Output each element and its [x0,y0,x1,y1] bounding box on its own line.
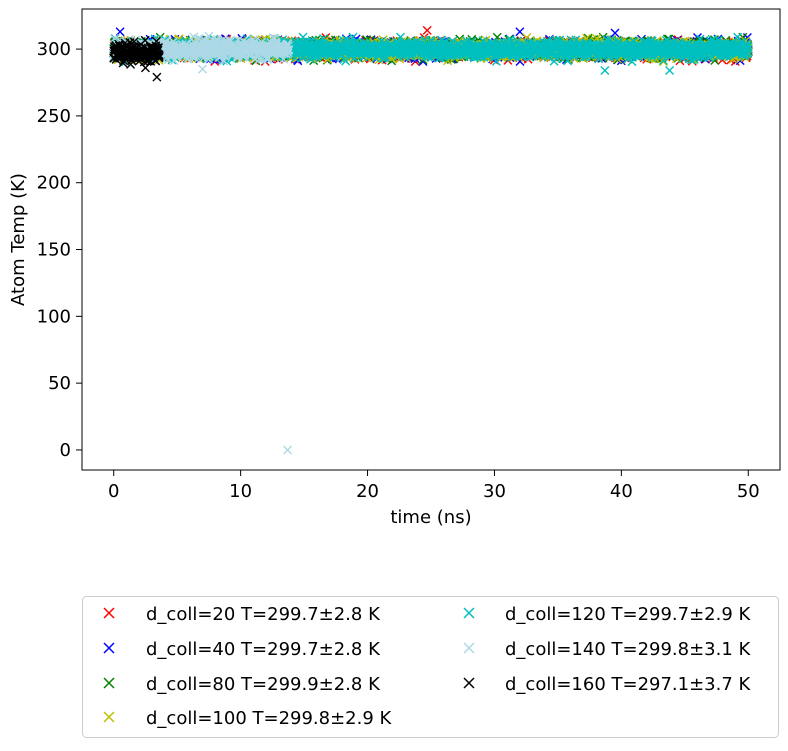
data-point [115,27,125,37]
data-layer [109,25,753,455]
data-point [422,25,432,35]
